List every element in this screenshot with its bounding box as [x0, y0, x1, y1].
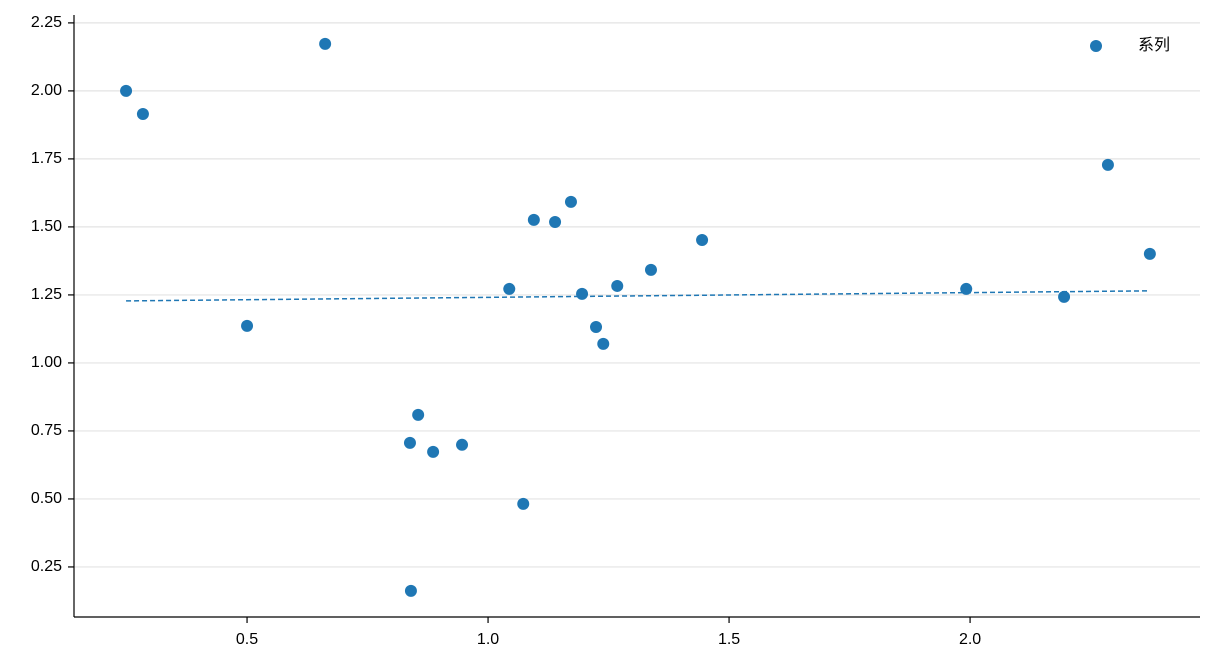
- y-tick-label: 0.25: [31, 558, 62, 575]
- point: [527, 213, 540, 226]
- point: [241, 319, 254, 332]
- x-tick-label: 0.5: [236, 631, 258, 648]
- point: [1101, 158, 1114, 171]
- point: [611, 279, 624, 292]
- point: [590, 321, 603, 334]
- point: [549, 216, 562, 229]
- y-tick-label: 1.00: [31, 354, 62, 371]
- point: [696, 233, 709, 246]
- y-tick-label: 0.75: [31, 422, 62, 439]
- point: [960, 282, 973, 295]
- point: [427, 445, 440, 458]
- x-tick-label: 1.0: [477, 631, 499, 648]
- point: [412, 408, 425, 421]
- point: [1058, 290, 1071, 303]
- point: [319, 37, 332, 50]
- y-tick-label: 0.50: [31, 490, 62, 507]
- y-tick-label: 2.25: [31, 14, 62, 31]
- x-tick-label: 2.0: [959, 631, 981, 648]
- point: [576, 287, 589, 300]
- point: [644, 263, 657, 276]
- point: [1143, 247, 1156, 260]
- point: [404, 584, 417, 597]
- x-tick-label: 1.5: [718, 631, 740, 648]
- point: [136, 108, 149, 121]
- point: [564, 195, 577, 208]
- y-tick-label: 1.25: [31, 286, 62, 303]
- trend-line: [126, 290, 1150, 302]
- point: [120, 84, 133, 97]
- y-tick-label: 1.50: [31, 218, 62, 235]
- legend-label: 系列: [1138, 36, 1170, 54]
- y-tick-label: 1.75: [31, 150, 62, 167]
- legend-marker: [1090, 40, 1102, 52]
- y-tick-label: 2.00: [31, 82, 62, 99]
- point: [456, 438, 469, 451]
- point: [503, 282, 516, 295]
- point: [597, 337, 610, 350]
- point: [517, 497, 530, 510]
- point: [403, 436, 416, 449]
